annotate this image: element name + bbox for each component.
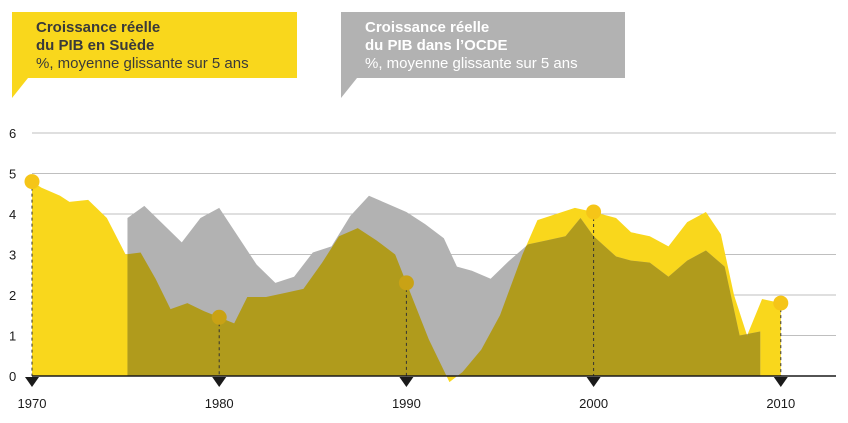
marker-dot-1980 [211, 309, 227, 325]
y-axis-ticks: 0 1 2 3 4 5 6 [9, 126, 16, 384]
x-tick-label-1990: 1990 [392, 396, 421, 411]
legend-oecd-title-2: du PIB dans l’OCDE [365, 37, 508, 54]
y-tick-label-3: 3 [9, 248, 16, 263]
x-tick-label-2000: 2000 [579, 396, 608, 411]
y-tick-label-4: 4 [9, 207, 16, 222]
y-tick-label-1: 1 [9, 329, 16, 344]
y-tick-label-5: 5 [9, 167, 16, 182]
x-tick-marker-1990 [399, 377, 414, 387]
legend-sweden-title-1: Croissance réelle [36, 19, 161, 36]
y-tick-label-0: 0 [9, 369, 16, 384]
legend-oecd-box [341, 12, 625, 98]
marker-dot-2000 [586, 204, 602, 220]
marker-dot-1990 [398, 275, 414, 291]
year-markers [24, 174, 789, 376]
x-tick-label-1980: 1980 [205, 396, 234, 411]
legend-sweden-subtitle: %, moyenne glissante sur 5 ans [36, 55, 249, 72]
y-tick-label-6: 6 [9, 126, 16, 141]
legend-oecd-title-1: Croissance réelle [365, 19, 490, 36]
marker-dot-1970 [24, 174, 40, 190]
legend-oecd-subtitle: %, moyenne glissante sur 5 ans [365, 55, 578, 72]
legend-oecd: Croissance réelle du PIB dans l’OCDE %, … [365, 19, 578, 73]
x-tick-label-2010: 2010 [766, 396, 795, 411]
x-tick-marker-2010 [773, 377, 788, 387]
y-tick-label-2: 2 [9, 288, 16, 303]
marker-dot-2010 [773, 295, 789, 311]
x-axis-ticks: 1970 1980 1990 2000 2010 [18, 377, 795, 411]
legend-sweden: Croissance réelle du PIB en Suède %, moy… [36, 19, 249, 73]
x-tick-marker-1970 [25, 377, 39, 387]
x-tick-marker-2000 [586, 377, 601, 387]
x-tick-label-1970: 1970 [18, 396, 47, 411]
x-tick-marker-1980 [212, 377, 227, 387]
legend-sweden-title-2: du PIB en Suède [36, 37, 155, 54]
legend-sweden-box [12, 12, 297, 98]
